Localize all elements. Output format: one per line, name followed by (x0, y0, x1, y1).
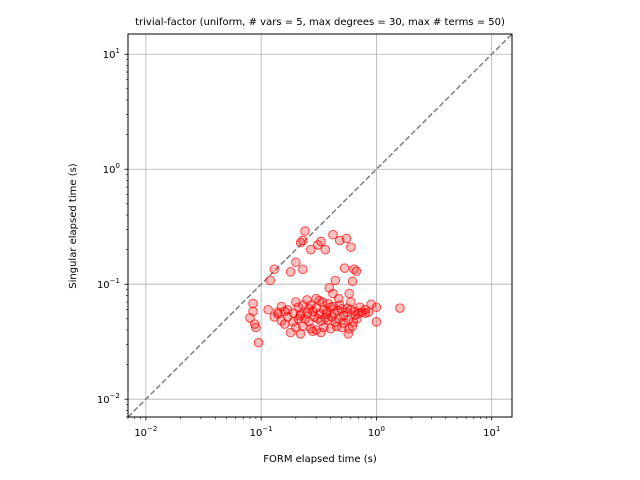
data-point (395, 303, 405, 313)
data-point (288, 317, 299, 327)
data-point (307, 326, 318, 336)
reference-line (127, 33, 513, 418)
data-point (347, 276, 358, 287)
data-point (351, 266, 362, 276)
x-tick-label: 10−1 (250, 425, 273, 439)
data-point (248, 298, 258, 309)
data-point (298, 264, 308, 274)
data-point (343, 329, 354, 339)
data-point (314, 295, 325, 306)
data-point (306, 300, 316, 310)
y-tick-label: 101 (103, 47, 120, 61)
reference-line-group (127, 33, 513, 418)
data-point (346, 242, 356, 252)
data-point (347, 321, 358, 332)
data-point (321, 309, 332, 319)
y-axis-label: Singular elapsed time (s) (68, 163, 79, 289)
data-point (325, 323, 336, 334)
data-point (295, 309, 306, 319)
y-tick-label: 100 (103, 162, 120, 176)
data-point (306, 244, 316, 255)
data-point (279, 319, 290, 329)
data-point (338, 311, 349, 321)
data-point (269, 264, 280, 274)
data-point (330, 275, 341, 286)
x-axis-ticks: 10−2 10−1 100 101 (127, 417, 500, 439)
y-axis-ticks: 10−2 10−1 100 101 (97, 47, 128, 418)
data-point (279, 306, 290, 317)
data-point (316, 327, 326, 338)
plot-frame (127, 33, 513, 418)
data-point (339, 263, 350, 273)
data-point (366, 299, 376, 309)
data-point (371, 302, 382, 313)
data-point (342, 303, 353, 313)
data-point (344, 288, 354, 299)
data-point (291, 297, 301, 307)
data-point (285, 267, 296, 277)
data-point (295, 237, 306, 248)
x-tick-label: 101 (483, 425, 500, 439)
data-point (285, 327, 296, 338)
data-point (336, 322, 347, 333)
x-axis-label: FORM elapsed time (s) (263, 454, 377, 465)
data-point (360, 304, 370, 315)
data-point (291, 257, 301, 268)
data-point (263, 304, 273, 315)
data-point (265, 275, 276, 286)
data-point (251, 322, 261, 333)
data-point (334, 235, 345, 246)
data-point (295, 329, 306, 339)
y-tick-label: 10−2 (97, 392, 120, 406)
data-point (300, 226, 310, 236)
grid-lines (128, 34, 512, 417)
data-point (253, 337, 264, 348)
x-tick-label: 100 (368, 425, 385, 439)
data-point (316, 236, 326, 247)
data-point (245, 313, 255, 323)
data-point (360, 308, 370, 318)
data-points (245, 226, 405, 348)
y-tick-label: 10−1 (97, 277, 120, 291)
x-tick-label: 10−2 (134, 425, 157, 439)
data-point (371, 317, 382, 327)
data-point (350, 310, 361, 320)
data-point (328, 229, 338, 240)
data-point (355, 302, 365, 313)
data-point (320, 244, 331, 255)
chart-title: trivial-factor (uniform, # vars = 5, max… (135, 17, 505, 28)
